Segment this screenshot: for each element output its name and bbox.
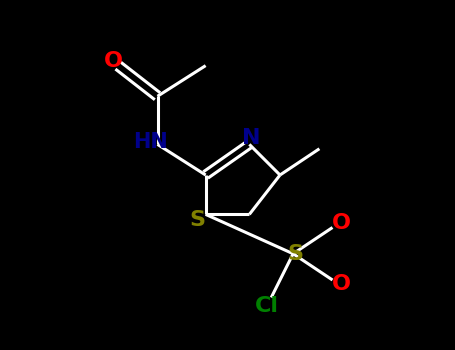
Text: Cl: Cl bbox=[255, 296, 279, 316]
Text: S: S bbox=[287, 244, 303, 264]
Text: HN: HN bbox=[134, 132, 168, 152]
Text: O: O bbox=[332, 274, 351, 294]
Text: O: O bbox=[104, 51, 123, 71]
Text: N: N bbox=[243, 128, 261, 148]
Text: O: O bbox=[332, 213, 351, 233]
Text: S: S bbox=[190, 210, 206, 230]
